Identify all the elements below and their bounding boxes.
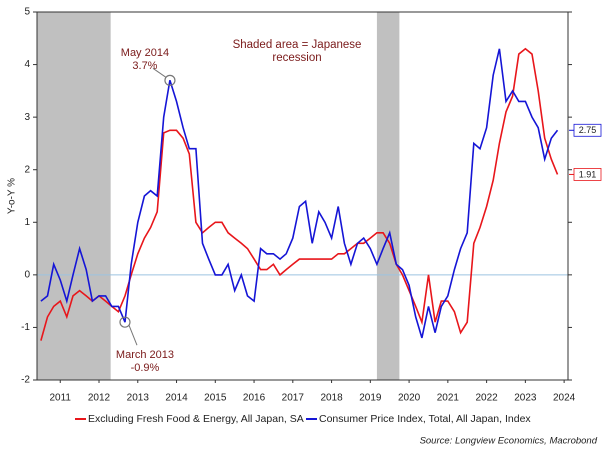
series-line bbox=[40, 47, 559, 341]
x-tick-label: 2012 bbox=[88, 393, 111, 404]
end-label: 1.91 bbox=[579, 169, 597, 179]
source: Source: Longview Economics, Macrobond bbox=[420, 436, 598, 447]
x-tick-label: 2011 bbox=[49, 393, 71, 404]
legend-label: Excluding Fresh Food & Energy, All Japan… bbox=[88, 413, 304, 425]
note: recession bbox=[272, 52, 321, 64]
x-tick-label: 2022 bbox=[475, 393, 498, 404]
x-tick-label: 2016 bbox=[243, 393, 266, 404]
annotation-leader bbox=[152, 67, 167, 78]
series-line bbox=[40, 48, 559, 339]
annotation-marker bbox=[164, 74, 176, 86]
annotation-marker bbox=[119, 316, 131, 328]
x-tick-label: 2021 bbox=[437, 393, 460, 404]
annotation-label: March 2013 bbox=[116, 349, 174, 361]
x-tick-label: 2020 bbox=[398, 393, 421, 404]
y-tick-label: 1 bbox=[24, 217, 30, 228]
y-tick-label: 0 bbox=[24, 269, 30, 280]
x-tick-label: 2017 bbox=[282, 393, 305, 404]
y-tick-label: -2 bbox=[21, 375, 30, 386]
y-tick-label: 2 bbox=[24, 164, 30, 175]
annotation-label: May 2014 bbox=[121, 47, 169, 59]
annotation-value: 3.7% bbox=[132, 60, 157, 72]
x-tick-label: 2018 bbox=[320, 393, 343, 404]
x-tick-label: 2019 bbox=[359, 393, 382, 404]
y-tick-label: -1 bbox=[21, 322, 30, 333]
recession-shade bbox=[37, 12, 111, 380]
y-axis-label: Y-o-Y % bbox=[7, 178, 18, 214]
x-tick-label: 2023 bbox=[514, 393, 537, 404]
x-tick-label: 2015 bbox=[204, 393, 227, 404]
x-tick-label: 2024 bbox=[553, 393, 576, 404]
end-label-box bbox=[573, 123, 602, 137]
recession-shade bbox=[376, 12, 400, 380]
legend-label: Consumer Price Index, Total, All Japan, … bbox=[319, 413, 531, 425]
note: Shaded area = Japanese bbox=[233, 39, 362, 51]
end-label-box bbox=[573, 168, 602, 181]
x-tick-label: 2014 bbox=[165, 393, 188, 404]
y-tick-label: 4 bbox=[24, 59, 30, 70]
x-tick-label: 2013 bbox=[127, 393, 150, 404]
y-tick-label: 5 bbox=[24, 7, 30, 18]
end-label: 2.75 bbox=[579, 125, 597, 135]
y-tick-label: 3 bbox=[24, 112, 30, 123]
annotation-leader bbox=[128, 324, 138, 346]
annotation-value: -0.9% bbox=[131, 362, 160, 374]
plot-frame bbox=[36, 11, 569, 381]
